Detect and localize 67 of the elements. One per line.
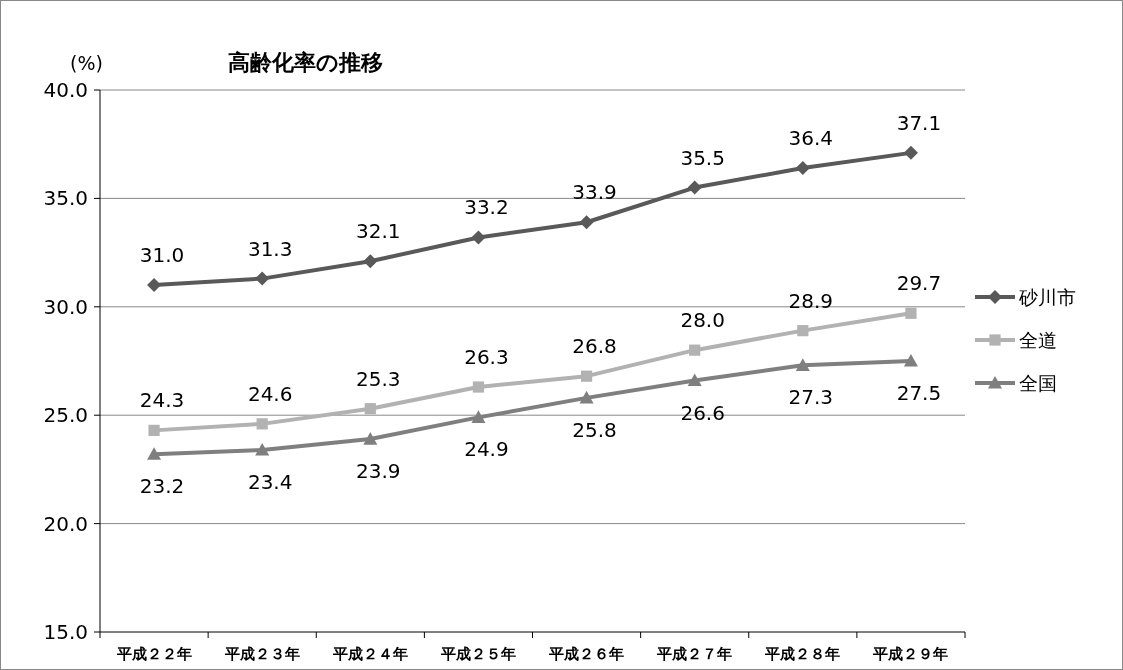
point [903, 145, 918, 160]
data-label: 26.3 [464, 345, 509, 370]
data-label: 27.5 [896, 381, 942, 405]
point [147, 447, 162, 460]
data-label: 24.9 [464, 437, 509, 462]
point [689, 344, 701, 356]
data-label: 28.0 [680, 308, 725, 333]
data-label: 23.2 [139, 474, 185, 499]
data-label: 24.6 [247, 381, 293, 406]
point [687, 180, 702, 195]
point [363, 432, 378, 445]
x-tick-label: 平成２５年 [439, 645, 516, 663]
data-label: 23.4 [247, 469, 293, 494]
y-tick-label: 30.0 [43, 294, 88, 319]
data-label: 23.9 [356, 459, 401, 484]
data-label: 28.9 [788, 288, 834, 313]
legend-label: 全道 [1019, 329, 1057, 351]
x-tick-label: 平成２６年 [548, 645, 625, 663]
data-label: 32.1 [356, 219, 401, 244]
data-label: 27.3 [788, 385, 834, 410]
data-label: 37.1 [896, 110, 942, 135]
point [905, 307, 917, 319]
point [471, 230, 486, 245]
x-tick-label: 平成２２年 [115, 645, 192, 663]
point [795, 161, 810, 176]
point [795, 358, 810, 371]
data-label: 25.3 [356, 366, 401, 391]
point [471, 410, 486, 423]
data-label: 33.9 [572, 180, 617, 205]
point [256, 418, 268, 430]
x-tick-label: 平成２７年 [656, 645, 733, 663]
y-tick-label: 15.0 [43, 620, 88, 644]
data-label: 31.3 [247, 236, 293, 261]
data-label: 33.2 [464, 195, 509, 220]
x-tick-label: 平成２８年 [764, 645, 841, 663]
data-label: 25.8 [572, 417, 617, 442]
point [580, 370, 593, 382]
chart-title: 高齢化率の推移 [227, 50, 383, 75]
y-tick-label: 35.0 [43, 186, 88, 211]
point [472, 381, 485, 393]
point [687, 373, 702, 387]
point [255, 442, 270, 456]
legend-label: 砂川市 [1018, 286, 1076, 308]
data-label: 35.5 [680, 145, 725, 170]
x-tick-label: 平成２３年 [223, 645, 300, 663]
point [147, 278, 162, 293]
data-label: 29.7 [896, 271, 942, 296]
data-label: 31.0 [139, 243, 185, 268]
point [363, 254, 378, 269]
x-tick-label: 平成２４年 [331, 645, 408, 663]
point [255, 271, 270, 286]
point [903, 354, 918, 367]
x-tick-label: 平成２９年 [872, 645, 949, 663]
legend-label: 全国 [1019, 372, 1057, 394]
y-axis-title: (%) [70, 52, 103, 74]
data-label: 36.4 [788, 126, 834, 151]
y-tick-label: 40.0 [43, 78, 88, 102]
data-label: 26.6 [680, 400, 725, 425]
data-label: 26.8 [572, 334, 617, 359]
y-tick-label: 25.0 [43, 403, 88, 428]
point [148, 424, 160, 436]
data-label: 24.3 [139, 388, 185, 413]
point [797, 325, 809, 337]
point [579, 215, 594, 230]
point [579, 390, 594, 404]
y-tick-label: 20.0 [43, 511, 88, 536]
point [364, 403, 376, 415]
